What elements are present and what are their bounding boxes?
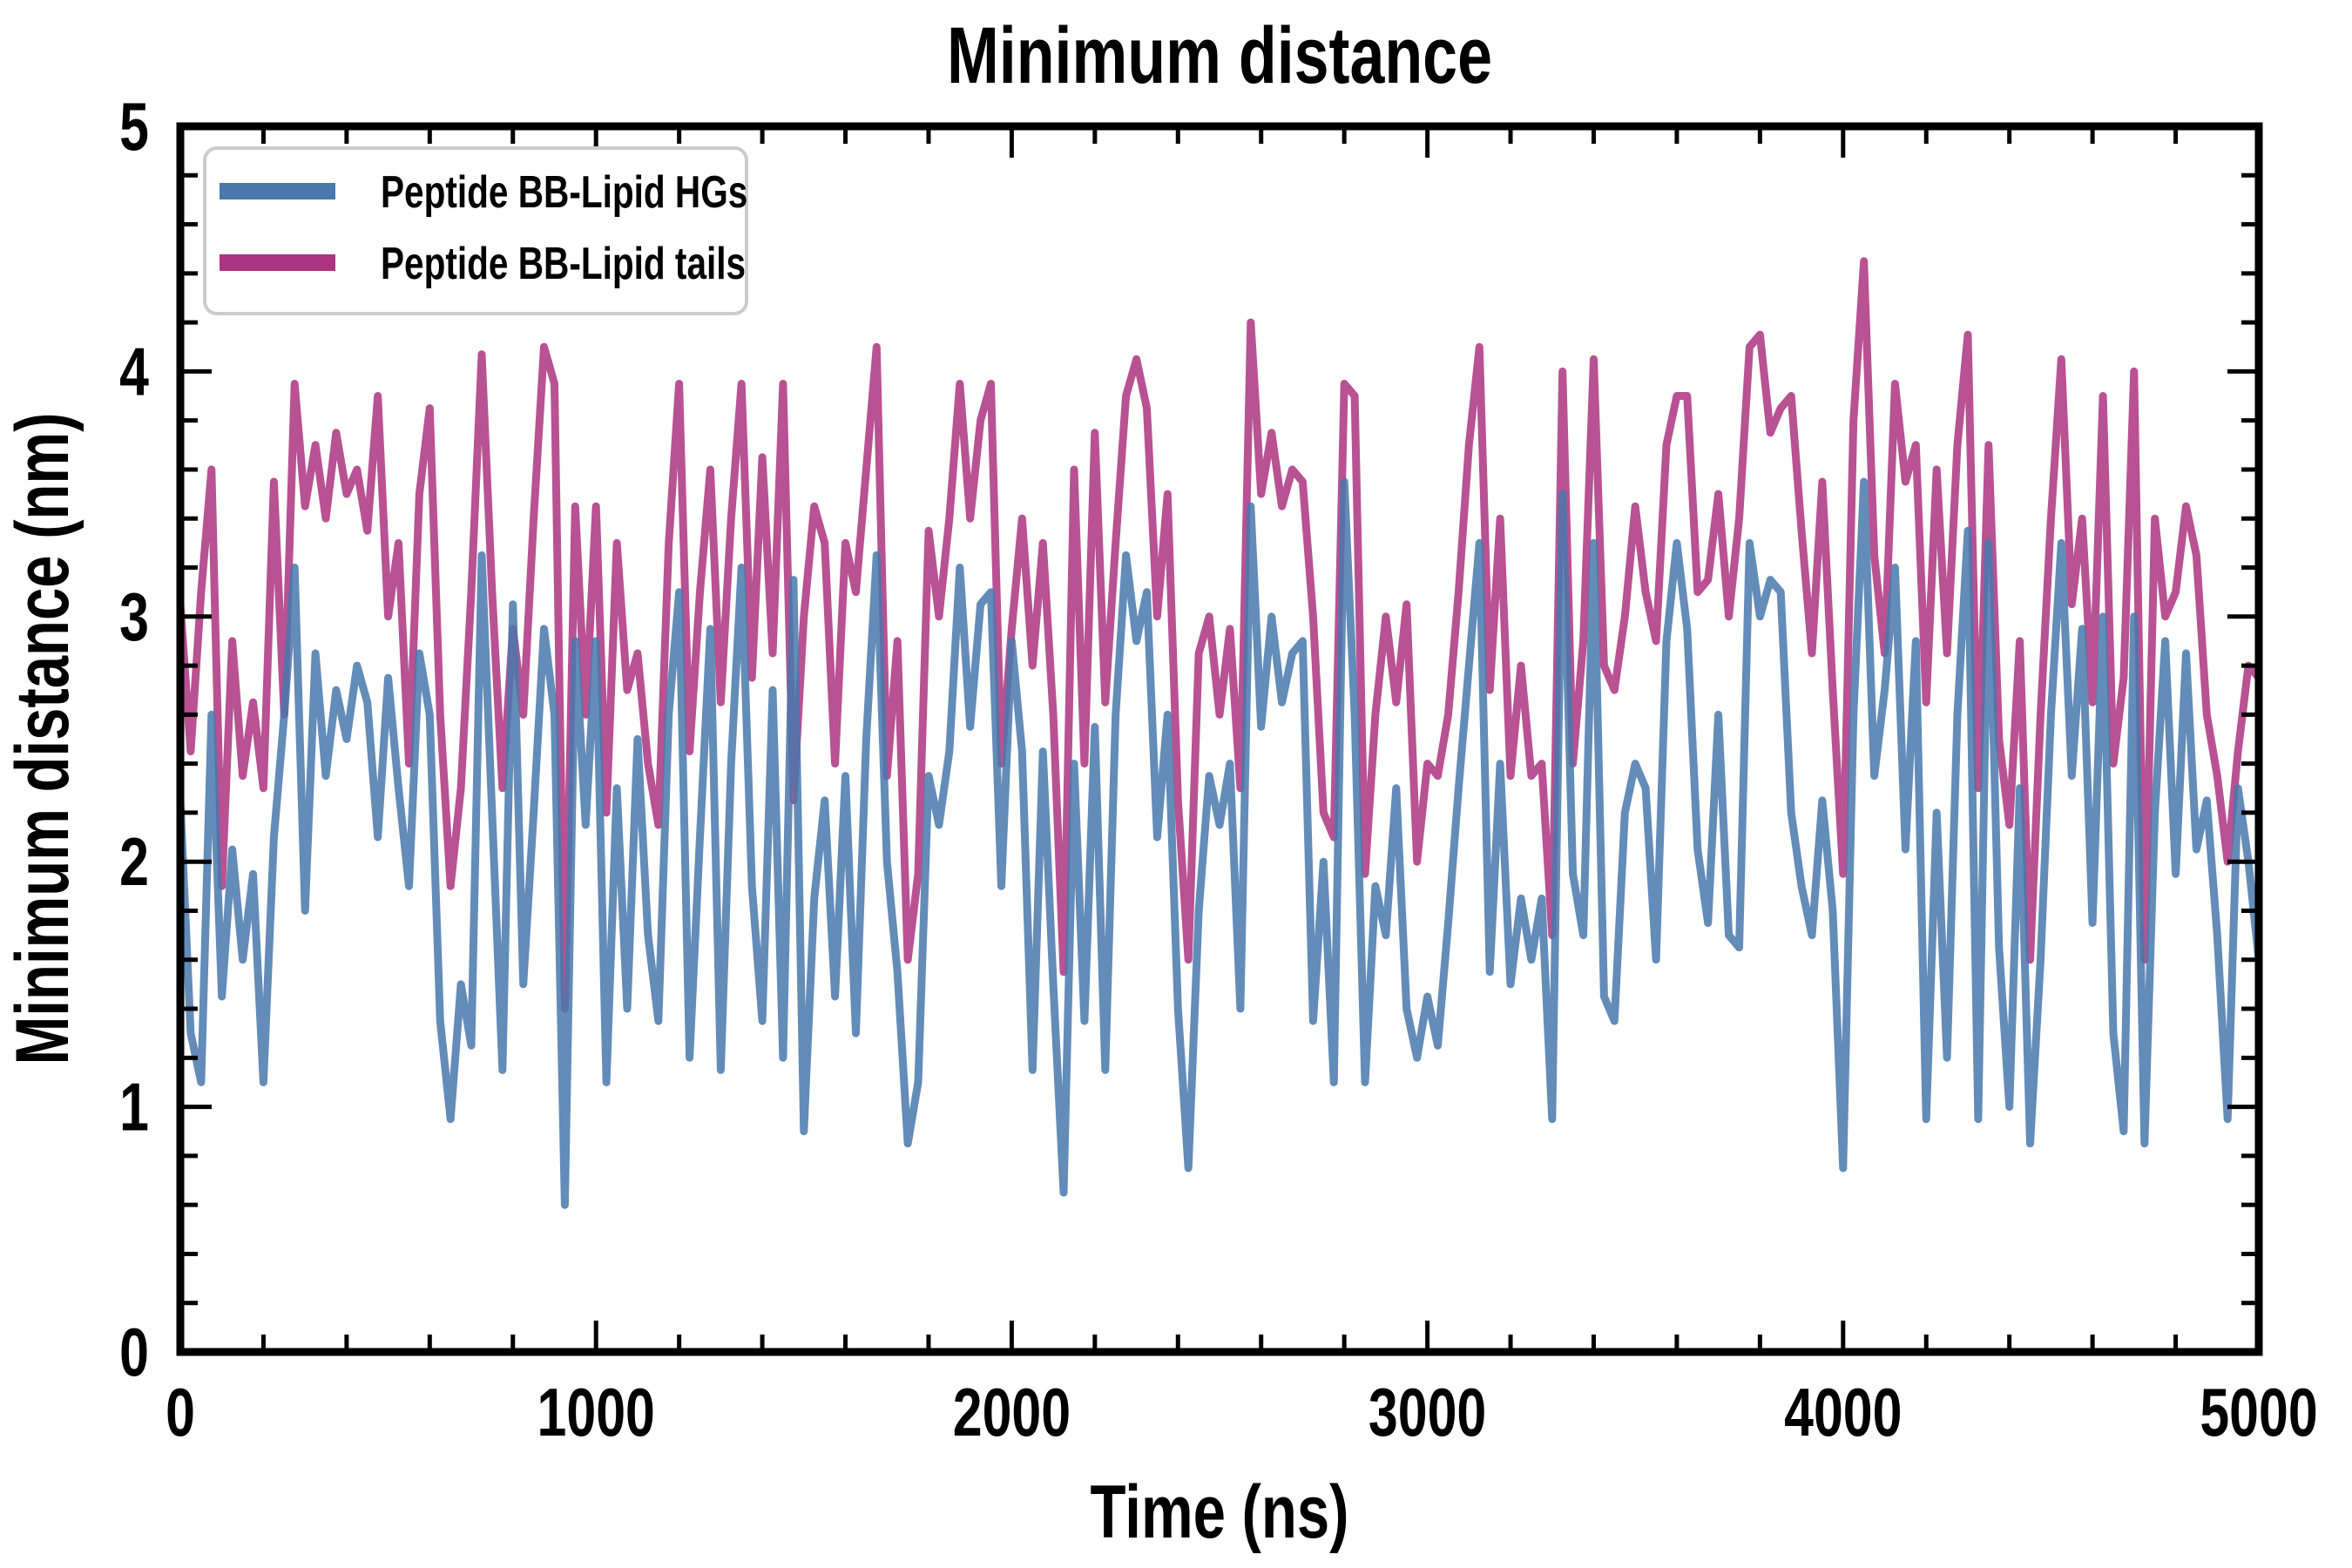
plot-border (176, 122, 2263, 1356)
tick-label: 1000 (537, 1375, 655, 1450)
series-line-tails (180, 257, 2259, 1013)
tick-label: 0 (119, 1315, 149, 1390)
x-axis-label: Time (ns) (1091, 1470, 1349, 1554)
tick-label: 4000 (1784, 1375, 1902, 1450)
tick-label: 0 (166, 1375, 195, 1450)
tick-label: 5 (119, 89, 149, 165)
legend: Peptide BB-Lipid HGs Peptide BB-Lipid ta… (203, 146, 748, 315)
legend-label-hgs: Peptide BB-Lipid HGs (381, 166, 747, 217)
tick-label: 3000 (1369, 1375, 1486, 1450)
tick-label: 2 (119, 824, 149, 900)
axis-ticks (178, 124, 2261, 1355)
series-line-hgs (180, 477, 2259, 1209)
tick-label: 1 (119, 1069, 149, 1145)
tick-label: 4 (119, 334, 149, 409)
legend-box (203, 146, 748, 315)
tick-label: 5000 (2200, 1375, 2317, 1450)
legend-label-tails: Peptide BB-Lipid tails (381, 238, 746, 288)
plot-series-group (180, 257, 2259, 1209)
tick-label: 2000 (953, 1375, 1071, 1450)
legend-swatch-hgs (220, 183, 335, 199)
chart-title: Minimum distance (947, 10, 1492, 100)
axis-tick-labels: 0 1000 2000 3000 4000 5000 0 1 2 3 4 5 (119, 89, 2318, 1450)
tick-label: 3 (119, 579, 149, 655)
legend-swatch-tails (220, 254, 335, 271)
y-axis-label: Minimum distance (nm) (1, 413, 84, 1065)
